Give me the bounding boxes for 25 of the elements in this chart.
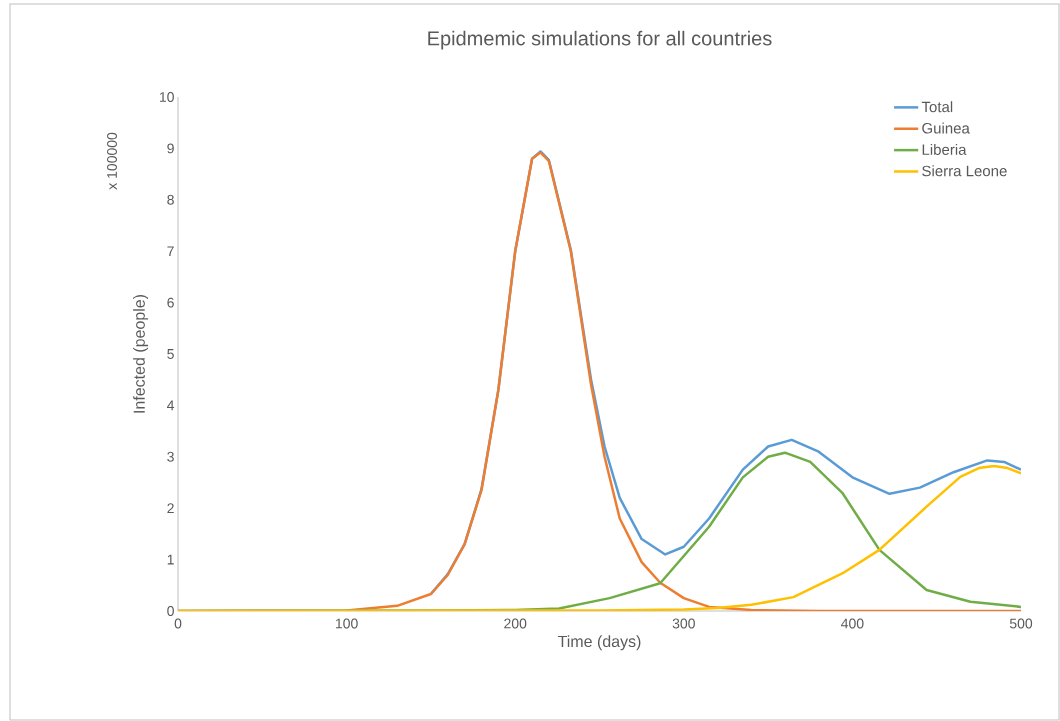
- x-tick-label: 100: [335, 618, 358, 629]
- y-tick-label: 1: [167, 554, 174, 565]
- legend-label: Guinea: [922, 122, 970, 134]
- legend-label: Liberia: [922, 143, 967, 155]
- y-tick-label: 4: [167, 400, 175, 411]
- y-tick-label: 5: [167, 349, 174, 359]
- y-tick-label: 2: [167, 503, 174, 514]
- x-tick-label: 500: [1009, 618, 1033, 629]
- y-tick-label: 7: [167, 246, 174, 257]
- x-tick-label: 200: [504, 618, 527, 629]
- y-tick-label: 8: [167, 194, 174, 205]
- legend-label: Total: [921, 101, 953, 113]
- x-tick-label: 300: [672, 618, 695, 629]
- x-tick-label: 400: [841, 618, 864, 629]
- y-tick-label: 6: [167, 297, 174, 308]
- y-tick-label: 10: [159, 92, 174, 102]
- x-axis-title: Time (days): [557, 635, 641, 651]
- y-tick-label: 0: [167, 606, 174, 616]
- y-axis-title: Infected (people): [133, 294, 149, 413]
- chart-title: Epidmemic simulations for all countries: [428, 30, 772, 50]
- y-tick-label: 9: [167, 143, 174, 154]
- y-tick-label: 3: [167, 451, 174, 462]
- x-tick-label: 0: [174, 618, 182, 629]
- legend-label: Sierra Leone: [922, 165, 1007, 177]
- text: x 100000: [107, 132, 117, 190]
